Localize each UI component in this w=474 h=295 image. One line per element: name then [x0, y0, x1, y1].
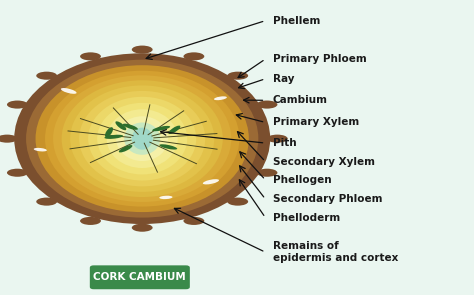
Ellipse shape [34, 148, 47, 151]
Ellipse shape [203, 179, 219, 184]
Text: CORK CAMBIUM: CORK CAMBIUM [93, 272, 186, 282]
Ellipse shape [7, 101, 28, 109]
Ellipse shape [152, 126, 170, 131]
Text: Primary Xylem: Primary Xylem [273, 117, 359, 127]
Ellipse shape [159, 196, 173, 199]
Ellipse shape [228, 72, 248, 80]
Ellipse shape [70, 86, 214, 192]
Ellipse shape [119, 145, 132, 153]
Ellipse shape [36, 65, 249, 212]
Ellipse shape [183, 217, 204, 225]
Ellipse shape [79, 91, 205, 186]
Text: Secondary Phloem: Secondary Phloem [273, 194, 382, 204]
Ellipse shape [80, 217, 101, 225]
Ellipse shape [105, 127, 113, 137]
Ellipse shape [0, 135, 18, 143]
Ellipse shape [132, 45, 153, 54]
Ellipse shape [256, 169, 277, 177]
Text: Phelloderm: Phelloderm [273, 213, 340, 223]
Ellipse shape [36, 72, 57, 80]
Ellipse shape [53, 75, 231, 202]
Ellipse shape [97, 103, 187, 174]
FancyBboxPatch shape [90, 266, 190, 289]
Ellipse shape [61, 88, 77, 94]
Ellipse shape [80, 52, 101, 60]
Ellipse shape [45, 71, 239, 206]
Text: Ray: Ray [273, 74, 294, 84]
Ellipse shape [214, 96, 227, 100]
Text: Remains of
epidermis and cortex: Remains of epidermis and cortex [273, 241, 398, 263]
Ellipse shape [168, 126, 181, 134]
Ellipse shape [267, 135, 288, 143]
Ellipse shape [124, 122, 160, 155]
Ellipse shape [159, 144, 177, 150]
Ellipse shape [7, 169, 28, 177]
Ellipse shape [132, 128, 153, 150]
Ellipse shape [107, 109, 178, 168]
Text: Phellogen: Phellogen [273, 175, 331, 185]
Ellipse shape [183, 52, 204, 60]
Text: Primary Phloem: Primary Phloem [273, 54, 366, 64]
Ellipse shape [132, 224, 153, 232]
Ellipse shape [228, 198, 248, 206]
Ellipse shape [104, 135, 123, 139]
Ellipse shape [116, 116, 168, 161]
Text: Phellem: Phellem [273, 16, 320, 26]
Ellipse shape [62, 80, 223, 197]
Text: Secondary Xylem: Secondary Xylem [273, 157, 374, 167]
Ellipse shape [36, 198, 57, 206]
Ellipse shape [88, 97, 196, 181]
Ellipse shape [14, 53, 270, 224]
Text: Cambium: Cambium [273, 95, 328, 105]
Ellipse shape [26, 60, 258, 218]
Ellipse shape [115, 121, 127, 130]
Ellipse shape [256, 101, 277, 109]
Ellipse shape [123, 124, 138, 130]
Text: Pith: Pith [273, 138, 296, 148]
